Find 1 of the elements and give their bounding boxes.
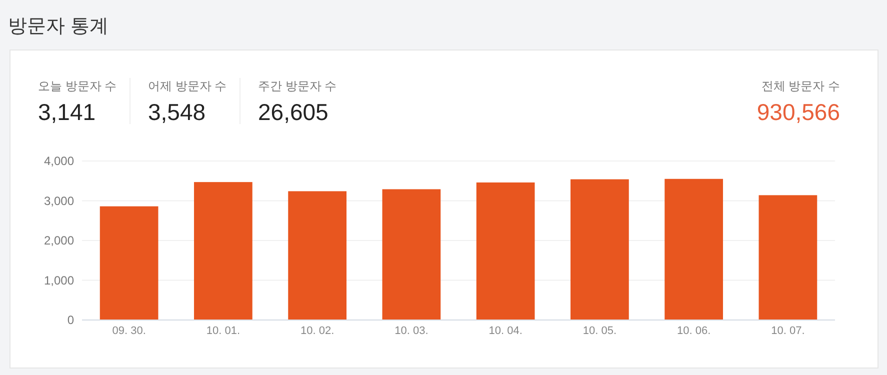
title: 방문자 통계 (8, 16, 108, 37)
